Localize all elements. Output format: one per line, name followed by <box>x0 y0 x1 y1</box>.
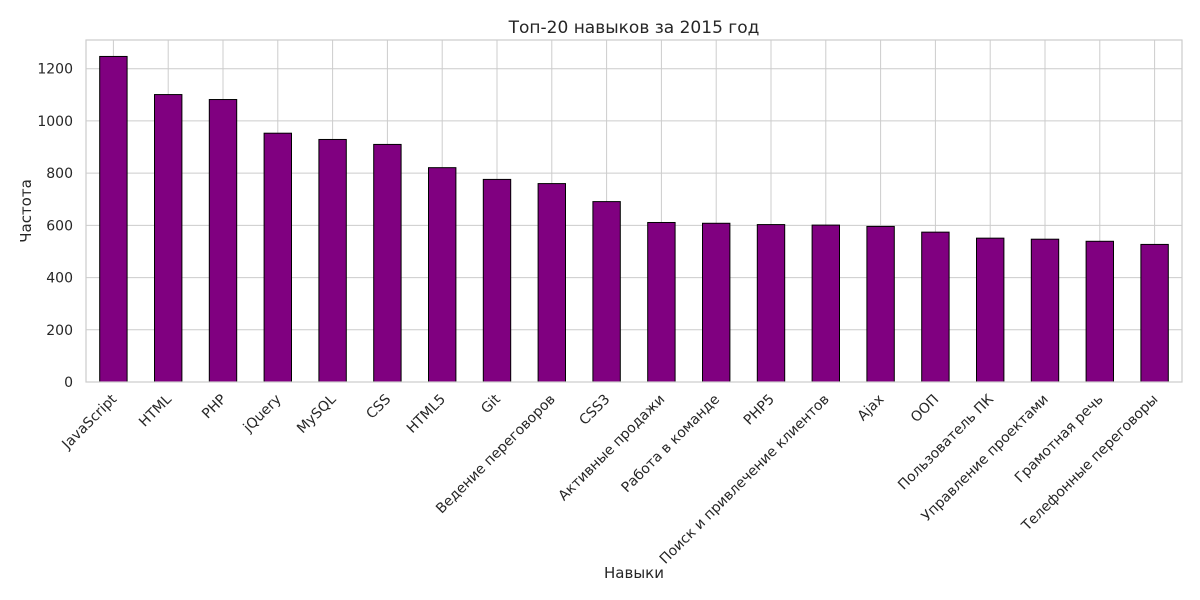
bar <box>702 222 731 383</box>
bar <box>428 167 457 383</box>
y-tick-label: 0 <box>64 375 73 391</box>
chart-title: Топ-20 навыков за 2015 год <box>508 18 760 38</box>
y-tick-labels: 0 200 400 600 800 1000 1200 <box>37 62 73 391</box>
bar <box>592 201 621 383</box>
y-tick-label: 1200 <box>37 62 73 78</box>
bar <box>482 178 512 383</box>
bar <box>921 231 950 383</box>
bar <box>208 99 238 383</box>
bar <box>976 237 1005 383</box>
bar <box>373 143 402 383</box>
bar <box>1030 238 1060 383</box>
bars <box>99 55 1169 383</box>
y-tick-label: 400 <box>46 271 73 287</box>
y-tick-label: 600 <box>46 218 73 234</box>
y-tick-label: 1000 <box>37 114 73 130</box>
bar <box>318 138 347 383</box>
bar <box>756 224 786 383</box>
x-axis-title: Навыки <box>604 564 664 582</box>
bar <box>647 221 676 383</box>
bar <box>811 224 840 383</box>
bar <box>263 132 293 383</box>
y-tick-label: 200 <box>46 323 73 339</box>
plot-frame <box>85 39 1183 383</box>
y-tick-label: 800 <box>46 166 73 182</box>
bar <box>99 55 128 383</box>
bar <box>1140 243 1169 383</box>
y-axis-title: Частота <box>17 179 35 243</box>
bar <box>866 225 895 383</box>
bar <box>537 183 566 383</box>
bar <box>154 94 183 383</box>
bar <box>1085 240 1114 383</box>
